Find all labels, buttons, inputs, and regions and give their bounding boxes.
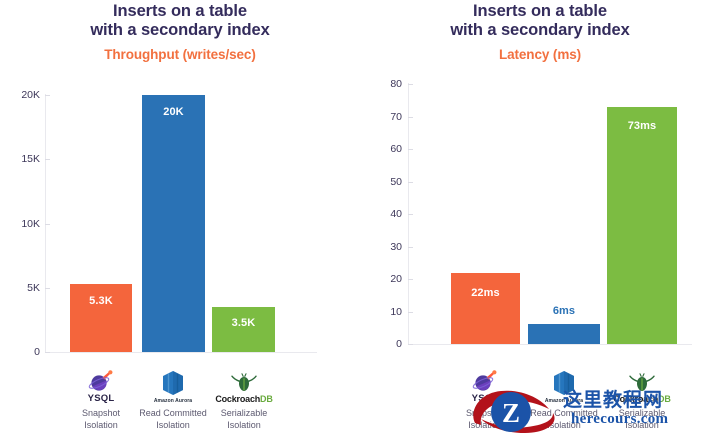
y-tick-label-20: 20: [390, 273, 402, 285]
bar-ysql-latency: 22ms: [451, 273, 520, 344]
throughput-chart-panel: Inserts on a table with a secondary inde…: [0, 0, 360, 437]
throughput-plot-area: 20K 15K 10K 5K 0 5.3K 20K 3.5K: [0, 0, 360, 437]
ysql-logo: YSQL: [445, 364, 525, 404]
y-tick-mark: [408, 84, 413, 85]
y-tick-label-0: 0: [34, 346, 40, 358]
category-label: Serializable Isolation: [618, 408, 666, 430]
yugabyte-icon: [88, 370, 113, 391]
category-label: Read Committed Isolation: [139, 408, 207, 430]
ysql-logo-text: YSQL: [87, 393, 115, 404]
y-axis-line: [45, 94, 46, 353]
y-tick-mark: [408, 182, 413, 183]
y-tick-label-0: 0: [396, 338, 402, 350]
cockroachdb-logo: CockroachDB: [602, 364, 682, 404]
chart-title-line-1: Inserts on a table: [113, 2, 247, 20]
bar-value-label: 22ms: [471, 287, 500, 299]
category-ysql: YSQL Snapshot Isolation: [61, 364, 141, 431]
ysql-logo: YSQL: [61, 364, 141, 404]
y-tick-mark: [408, 117, 413, 118]
cockroach-word: Cockroach: [215, 394, 261, 404]
y-tick-mark: [408, 279, 413, 280]
category-ysql: YSQL Snapshot Isolation: [445, 364, 525, 431]
throughput-title-block: Inserts on a table with a secondary inde…: [0, 2, 360, 62]
y-tick-label-80: 80: [390, 78, 402, 90]
y-tick-label-10k: 10K: [21, 218, 40, 230]
latency-chart-panel: Inserts on a table with a secondary inde…: [360, 0, 720, 437]
cockroachdb-logo-text: CockroachDB: [215, 394, 273, 404]
amazon-aurora-icon: [163, 371, 183, 395]
bar-aurora-throughput: 20K: [142, 95, 205, 352]
y-tick-mark: [45, 159, 50, 160]
y-tick-label-50: 50: [390, 176, 402, 188]
cockroach-icon: [231, 373, 257, 391]
chart-title-line-2: with a secondary index: [90, 21, 270, 39]
y-tick-mark: [45, 352, 50, 353]
db-word: DB: [658, 394, 671, 404]
y-tick-mark: [45, 288, 50, 289]
y-tick-mark: [408, 312, 413, 313]
aurora-logo: Amazon Aurora: [524, 364, 604, 404]
category-label: Serializable Isolation: [220, 408, 268, 430]
cockroachdb-logo: CockroachDB: [204, 364, 284, 404]
latency-plot-area: 80 70 60 50 40 30 20 10 0 22ms 6ms: [360, 0, 720, 437]
amazon-aurora-icon: [554, 371, 574, 395]
y-tick-label-15k: 15K: [21, 153, 40, 165]
y-tick-mark: [408, 344, 413, 345]
aurora-logo-text: Amazon Aurora: [544, 398, 584, 404]
y-tick-mark: [45, 224, 50, 225]
category-label: Read Committed Isolation: [530, 408, 598, 430]
aurora-logo-text: Amazon Aurora: [153, 398, 193, 404]
category-aurora: Amazon Aurora Read Committed Isolation: [133, 364, 213, 431]
y-tick-label-10: 10: [390, 306, 402, 318]
chart-subtitle: Throughput (writes/sec): [104, 47, 256, 62]
cockroachdb-logo-text: CockroachDB: [613, 394, 671, 404]
bar-value-label: 3.5K: [231, 317, 256, 329]
bar-aurora-latency: 6ms: [528, 305, 600, 344]
y-tick-label-40: 40: [390, 208, 402, 220]
bar-ysql-throughput: 5.3K: [70, 284, 132, 352]
y-tick-label-30: 30: [390, 241, 402, 253]
x-axis-line: [45, 352, 317, 353]
ysql-logo-text: YSQL: [471, 393, 499, 404]
category-aurora: Amazon Aurora Read Committed Isolation: [524, 364, 604, 431]
cockroach-word: Cockroach: [613, 394, 659, 404]
y-tick-label-5k: 5K: [27, 282, 40, 294]
y-tick-label-70: 70: [390, 111, 402, 123]
bar-cockroach-latency: 73ms: [607, 107, 677, 344]
y-tick-label-60: 60: [390, 143, 402, 155]
y-tick-mark: [408, 247, 413, 248]
chart-title-line-2: with a secondary index: [450, 21, 630, 39]
chart-subtitle: Latency (ms): [498, 47, 582, 62]
category-label: Snapshot Isolation: [81, 408, 121, 430]
x-axis-line: [408, 344, 692, 345]
bar-cockroach-throughput: 3.5K: [212, 307, 275, 352]
cockroach-icon: [629, 373, 655, 391]
bar-value-label: 5.3K: [89, 295, 113, 307]
latency-title-block: Inserts on a table with a secondary inde…: [360, 2, 720, 62]
category-cockroach: CockroachDB Serializable Isolation: [204, 364, 284, 431]
category-cockroach: CockroachDB Serializable Isolation: [602, 364, 682, 431]
y-tick-mark: [408, 214, 413, 215]
yugabyte-icon: [472, 370, 497, 391]
bar-value-label: 6ms: [552, 305, 576, 317]
bar-value-label: 73ms: [627, 120, 657, 132]
category-label: Snapshot Isolation: [465, 408, 505, 430]
y-tick-mark: [408, 149, 413, 150]
bar-value-label: 20K: [163, 106, 184, 118]
y-tick-label-20k: 20K: [21, 89, 40, 101]
chart-title-line-1: Inserts on a table: [473, 2, 607, 20]
y-tick-mark: [45, 95, 50, 96]
aurora-logo: Amazon Aurora: [133, 364, 213, 404]
db-word: DB: [260, 394, 273, 404]
